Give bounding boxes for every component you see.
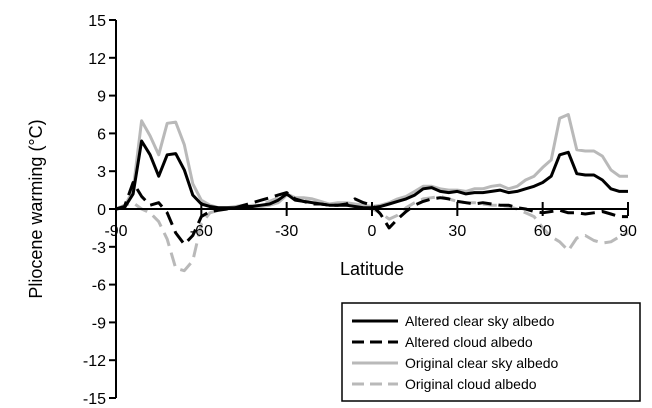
y-ticks: 15 12 9 6 3 0 -3 -6 -9 -12 -15 (83, 13, 116, 408)
x-tick-label: 60 (534, 223, 552, 240)
x-axis-title: Latitude (340, 259, 404, 279)
x-tick-label: 30 (448, 223, 466, 240)
x-ticks: -90 -60 -30 0 30 60 90 (104, 202, 637, 240)
y-tick-label: -12 (83, 353, 106, 370)
series-layer (115, 113, 629, 273)
y-tick-label: -3 (92, 240, 106, 257)
y-tick-label: 15 (88, 13, 106, 30)
series-line (115, 139, 628, 211)
y-tick-label: 12 (88, 51, 106, 68)
legend-label: Original clear sky albedo (405, 355, 559, 371)
legend-label: Altered clear sky albedo (405, 313, 555, 329)
y-tick-label: -9 (92, 315, 106, 332)
x-tick-label: -60 (190, 223, 213, 240)
y-tick-label: 0 (97, 202, 106, 219)
x-tick-label: -30 (275, 223, 298, 240)
y-tick-label: -15 (83, 391, 106, 408)
y-tick-label: -6 (92, 278, 106, 295)
x-tick-label: -90 (104, 223, 127, 240)
y-axis-title: Pliocene warming (°C) (26, 119, 46, 298)
x-tick-label: 0 (368, 223, 377, 240)
y-tick-label: 9 (97, 89, 106, 106)
legend-label: Original cloud albedo (405, 376, 537, 392)
y-tick-label: 3 (97, 164, 106, 181)
y-tick-label: 6 (97, 126, 106, 143)
legend: Altered clear sky albedo Altered cloud al… (341, 302, 641, 402)
x-tick-label: 90 (619, 223, 637, 240)
legend-label: Altered cloud albedo (405, 334, 533, 350)
